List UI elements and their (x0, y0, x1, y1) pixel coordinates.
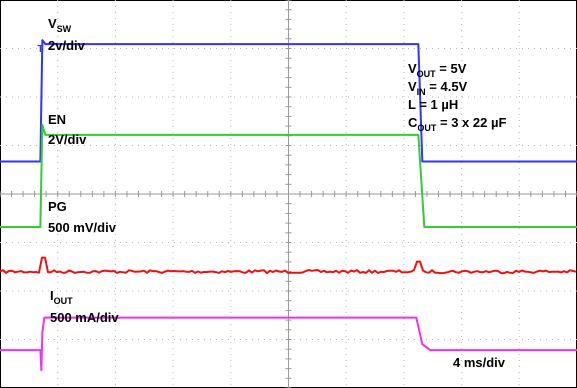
timebase-label-main: 4 ms/div (453, 355, 506, 370)
channel-label-vsw: VSW (48, 16, 72, 34)
condition-1-main: V (408, 79, 417, 94)
channel-scale-iout-main: 500 mA/div (50, 310, 119, 325)
channel-label-vsw-main: V (48, 16, 57, 31)
channel-label-pg: PG (48, 199, 67, 214)
condition-3-sub: OUT (417, 123, 437, 133)
channel-scale-pg-main: 500 mV/div (48, 220, 117, 235)
channel-scale-pg: 500 mV/div (48, 220, 117, 235)
condition-3-main: C (408, 115, 418, 130)
channel-scale-en: 2V/div (48, 132, 87, 147)
channel-scale-iout: 500 mA/div (50, 310, 119, 325)
channel-label-pg-main: PG (48, 199, 67, 214)
condition-0-rest: = 5V (436, 61, 467, 76)
trace-iout (0, 316, 577, 372)
condition-1: VIN = 4.5V (408, 79, 468, 97)
trigger-marker-icon: T (37, 44, 43, 55)
channel-label-vsw-sub: SW (57, 24, 72, 34)
trace-group: T (0, 39, 577, 372)
channel-scale-vsw: 2v/div (48, 38, 86, 53)
condition-2: L = 1 µH (408, 97, 458, 112)
timebase-label: 4 ms/div (453, 355, 506, 370)
trace-pg (0, 256, 577, 275)
trace-vsw (0, 39, 577, 163)
trace-en (0, 123, 577, 228)
condition-3-rest: = 3 x 22 µF (436, 115, 506, 130)
condition-2-main: L = 1 µH (408, 97, 458, 112)
condition-3: COUT = 3 x 22 µF (408, 115, 506, 133)
channel-label-iout-main: I (50, 288, 54, 303)
channel-label-iout: IOUT (50, 288, 73, 306)
condition-1-sub: IN (417, 87, 426, 97)
condition-1-rest: = 4.5V (426, 79, 468, 94)
channel-scale-vsw-main: 2v/div (48, 38, 86, 53)
channel-label-iout-sub: OUT (54, 296, 74, 306)
channel-scale-en-main: 2V/div (48, 132, 87, 147)
channel-label-en-main: EN (48, 112, 66, 127)
condition-0-sub: OUT (417, 69, 437, 79)
condition-0: VOUT = 5V (408, 61, 467, 79)
channel-label-en: EN (48, 112, 66, 127)
condition-0-main: V (408, 61, 417, 76)
